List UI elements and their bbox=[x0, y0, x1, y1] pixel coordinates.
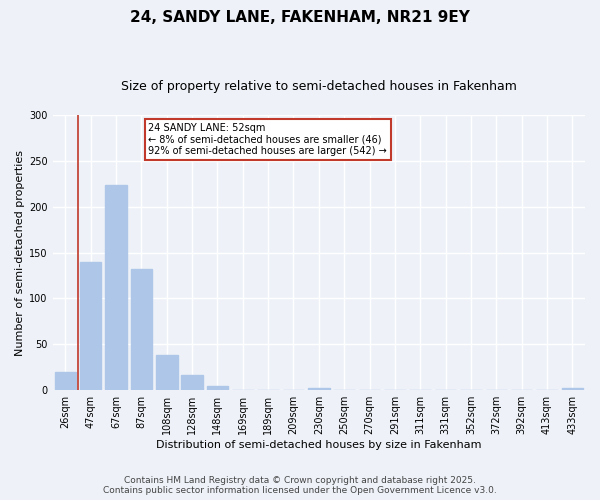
Bar bbox=[156, 356, 178, 390]
Bar bbox=[105, 184, 127, 390]
Bar bbox=[206, 386, 228, 390]
Bar bbox=[181, 374, 203, 390]
Title: Size of property relative to semi-detached houses in Fakenham: Size of property relative to semi-detach… bbox=[121, 80, 517, 93]
Text: 24 SANDY LANE: 52sqm
← 8% of semi-detached houses are smaller (46)
92% of semi-d: 24 SANDY LANE: 52sqm ← 8% of semi-detach… bbox=[148, 124, 387, 156]
Text: Contains HM Land Registry data © Crown copyright and database right 2025.
Contai: Contains HM Land Registry data © Crown c… bbox=[103, 476, 497, 495]
Bar bbox=[80, 262, 101, 390]
Y-axis label: Number of semi-detached properties: Number of semi-detached properties bbox=[15, 150, 25, 356]
Bar bbox=[131, 269, 152, 390]
X-axis label: Distribution of semi-detached houses by size in Fakenham: Distribution of semi-detached houses by … bbox=[156, 440, 482, 450]
Text: 24, SANDY LANE, FAKENHAM, NR21 9EY: 24, SANDY LANE, FAKENHAM, NR21 9EY bbox=[130, 10, 470, 25]
Bar bbox=[562, 388, 583, 390]
Bar bbox=[55, 372, 76, 390]
Bar bbox=[308, 388, 329, 390]
